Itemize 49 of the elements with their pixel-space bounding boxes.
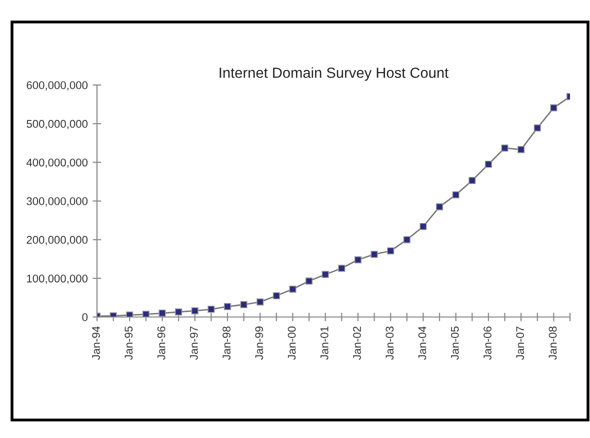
point: [452, 191, 460, 198]
point: [224, 303, 232, 310]
point: [518, 146, 525, 154]
point: [158, 310, 166, 317]
point: [387, 247, 394, 254]
x-tick-label: Jan-02: [353, 326, 361, 360]
y-tick-label: 0: [82, 313, 88, 322]
point: [240, 301, 248, 308]
point: [256, 298, 264, 306]
point: [370, 250, 378, 258]
point: [272, 292, 280, 300]
x-tick-label: Jan-97: [190, 326, 198, 360]
point: [289, 286, 296, 293]
x-tick-label: Jan-07: [516, 326, 524, 360]
point: [403, 236, 410, 244]
x-tick-label: Jan-04: [418, 326, 426, 360]
y-tick-label: 400,000,000: [26, 158, 88, 168]
y-tick-label: 500,000,000: [26, 120, 88, 130]
x-tick-label: Jan-00: [288, 326, 296, 360]
x-tick-label: Jan-05: [450, 326, 459, 360]
point: [208, 306, 215, 313]
y-tick-label: 100,000,000: [27, 274, 88, 284]
point: [354, 256, 362, 264]
x-tick-label: Jan-98: [222, 326, 230, 360]
x-tick-label: Jan-96: [157, 326, 166, 360]
y-tick-label: 600,000,000: [26, 81, 88, 90]
point: [126, 312, 134, 317]
point: [484, 160, 492, 168]
point: [175, 308, 182, 316]
point: [191, 307, 198, 314]
x-tick-label: Jan-08: [548, 326, 557, 360]
point: [322, 270, 329, 278]
chart-title: Internet Domain Survey Host Count: [220, 67, 448, 81]
point: [420, 222, 427, 230]
x-tick-label: Jan-95: [124, 326, 133, 360]
x-tick-label: Jan-94: [92, 326, 100, 360]
point: [436, 203, 444, 210]
y-tick-label: 300,000,000: [26, 197, 88, 206]
x-tick-label: Jan-06: [484, 326, 492, 360]
x-tick-label: Jan-03: [386, 326, 394, 360]
point: [468, 176, 476, 184]
point: [338, 264, 346, 272]
point: [534, 124, 541, 132]
point: [550, 104, 558, 112]
point: [501, 144, 508, 152]
point: [305, 277, 313, 285]
y-tick-label: 200,000,000: [26, 236, 88, 246]
x-tick-label: Jan-99: [255, 326, 264, 360]
x-tick-label: Jan-01: [320, 326, 328, 360]
